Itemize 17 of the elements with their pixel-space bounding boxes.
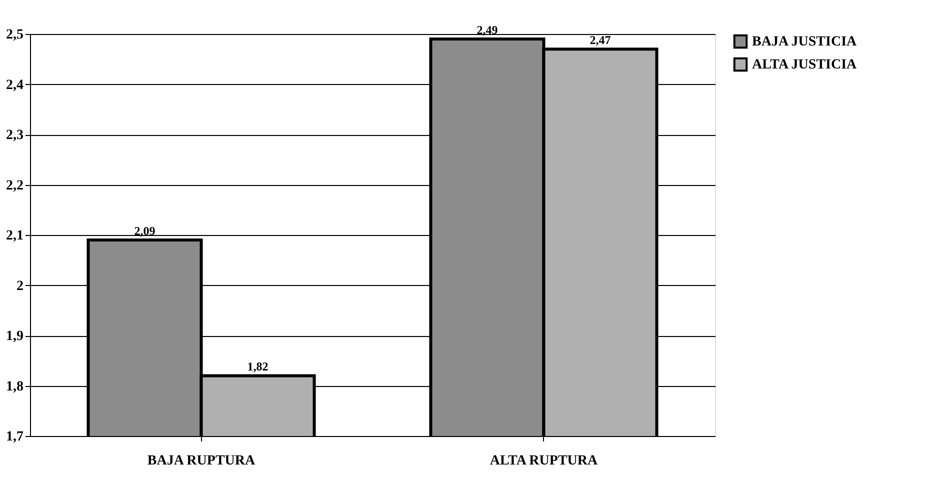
y-tick-label: 1,7 xyxy=(6,430,24,444)
x-tick-label: ALTA RUPTURA xyxy=(490,454,599,468)
legend-label: ALTA JUSTICIA xyxy=(752,58,858,72)
y-tick-label: 2,1 xyxy=(6,228,24,244)
data-label: 2,47 xyxy=(590,33,611,48)
data-label: 2,49 xyxy=(476,23,498,38)
y-tick-label: 2,5 xyxy=(6,28,24,42)
y-tick-label: 2,4 xyxy=(6,78,24,93)
data-label: 2,09 xyxy=(134,224,156,238)
y-tick-label: 1,8 xyxy=(6,379,24,394)
legend-label: BAJA JUSTICIA xyxy=(752,34,858,50)
y-tick-label: 1,9 xyxy=(6,329,24,344)
y-tick-label: 2,2 xyxy=(6,178,24,194)
y-tick-label: 2,3 xyxy=(6,128,24,143)
y-tick-label: 2 xyxy=(16,278,24,294)
x-tick-label: BAJA RUPTURA xyxy=(147,454,256,468)
data-label: 1,82 xyxy=(247,360,268,374)
